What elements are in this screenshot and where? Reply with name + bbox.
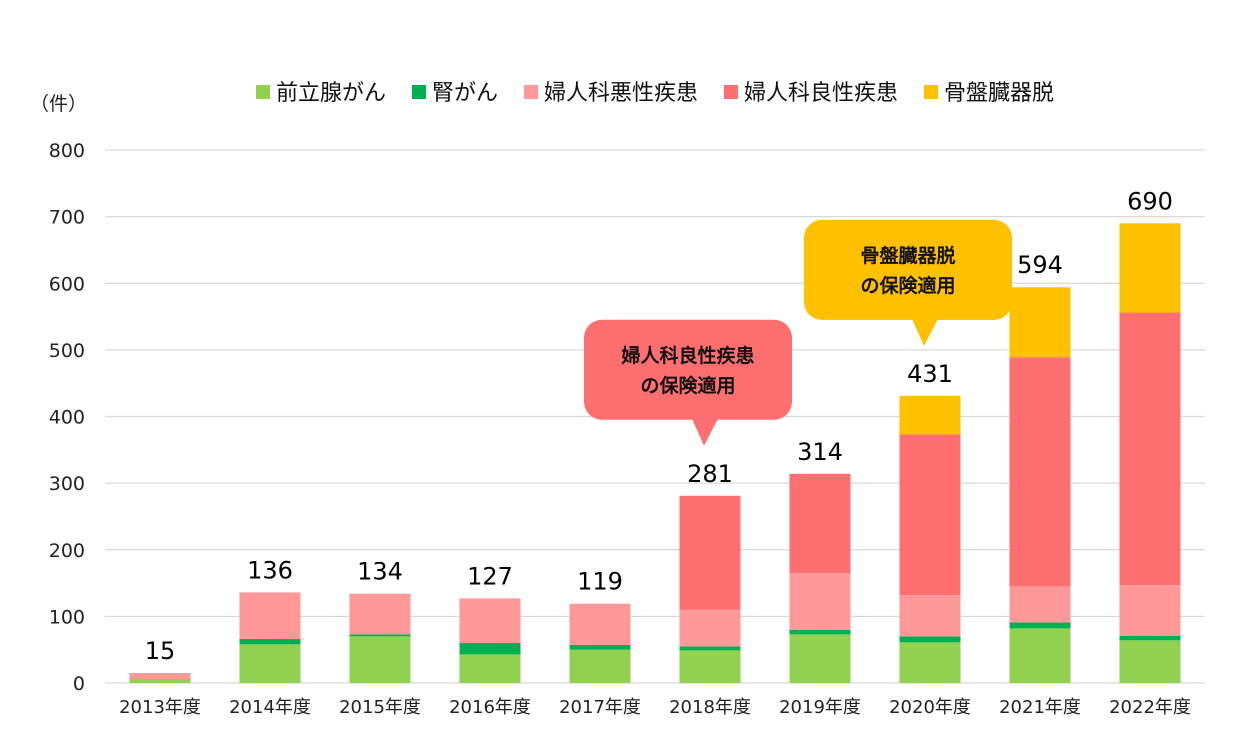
total-label-2020年度: 431: [907, 360, 953, 388]
bar-segment-2013年度-2: [129, 673, 191, 680]
y-tick-label-500: 500: [49, 340, 85, 362]
bar-segment-2022年度-1: [1119, 635, 1181, 641]
callout-box-1: [804, 219, 1012, 320]
bar-segment-2018年度-3: [679, 495, 741, 610]
bar-segment-2021年度-1: [1009, 622, 1071, 629]
bar-segment-2020年度-2: [899, 595, 961, 637]
callout-box-0: [584, 319, 792, 420]
callout-text-0-0: 婦人科良性疾患: [620, 344, 754, 367]
bar-segment-2018年度-0: [679, 650, 741, 683]
x-tick-label-2019年度: 2019年度: [779, 697, 861, 718]
bar-segment-2017年度-1: [569, 645, 631, 650]
bar-segment-2016年度-2: [459, 598, 521, 644]
bar-segment-2018年度-2: [679, 609, 741, 647]
y-axis-unit-label: （件）: [30, 93, 87, 115]
callout-text-1-1: の保険適用: [860, 274, 955, 297]
legend-swatch-2: [524, 85, 538, 99]
x-tick-label-2014年度: 2014年度: [229, 697, 311, 718]
legend-label-0: 前立腺がん: [276, 81, 386, 106]
bar-segment-2018年度-1: [679, 646, 741, 651]
total-label-2019年度: 314: [797, 438, 843, 466]
total-label-2014年度: 136: [247, 556, 293, 584]
total-label-2016年度: 127: [467, 562, 513, 590]
bar-segment-2016年度-0: [459, 654, 521, 683]
x-tick-label-2021年度: 2021年度: [999, 697, 1081, 718]
y-tick-label-400: 400: [49, 407, 85, 429]
x-tick-label-2016年度: 2016年度: [449, 697, 531, 718]
legend-label-2: 婦人科悪性疾患: [544, 81, 698, 106]
total-label-2021年度: 594: [1017, 251, 1063, 279]
bar-segment-2021年度-3: [1009, 357, 1071, 587]
total-label-2015年度: 134: [357, 558, 403, 586]
x-tick-label-2022年度: 2022年度: [1109, 697, 1191, 718]
bar-segment-2014年度-2: [239, 592, 301, 640]
legend-label-3: 婦人科良性疾患: [744, 81, 898, 106]
legend-label-1: 腎がん: [432, 81, 498, 106]
total-label-2013年度: 15: [145, 637, 176, 665]
bar-segment-2014年度-1: [239, 639, 301, 645]
bar-segment-2013年度-0: [129, 679, 191, 683]
bar-segment-2022年度-4: [1119, 223, 1181, 313]
bar-segment-2020年度-3: [899, 434, 961, 596]
x-tick-label-2017年度: 2017年度: [559, 697, 641, 718]
y-tick-label-200: 200: [49, 540, 85, 562]
total-label-2018年度: 281: [687, 460, 733, 488]
bar-segment-2022年度-0: [1119, 640, 1181, 683]
x-tick-label-2020年度: 2020年度: [889, 697, 971, 718]
y-tick-label-300: 300: [49, 473, 85, 495]
legend-swatch-4: [924, 85, 938, 99]
y-axis-ticks: 0 100 200 300 400 500 600 700 800: [49, 140, 85, 695]
bar-segment-2021年度-2: [1009, 586, 1071, 623]
y-tick-label-0: 0: [73, 673, 85, 695]
y-tick-label-800: 800: [49, 140, 85, 162]
y-tick-label-100: 100: [49, 606, 85, 628]
bar-segment-2014年度-0: [239, 644, 301, 683]
total-labels: 15 136 134 127 119 281 314 431 594 690: [145, 187, 1173, 665]
bar-segment-2015年度-0: [349, 636, 411, 683]
total-label-2017年度: 119: [577, 568, 623, 596]
callout-pointer-1: [912, 318, 938, 346]
bar-segment-2021年度-4: [1009, 287, 1071, 358]
legend-swatch-3: [724, 85, 738, 99]
legend-swatch-0: [256, 85, 270, 99]
bar-segment-2021年度-0: [1009, 628, 1071, 683]
x-axis-ticks: 2013年度 2014年度 2015年度 2016年度 2017年度 2018年度 2019…: [119, 697, 1191, 718]
legend: 前立腺がん 腎がん 婦人科悪性疾患 婦人科良性疾患 骨盤臓器脱: [256, 81, 1054, 106]
y-tick-label-600: 600: [49, 273, 85, 295]
bar-segment-2020年度-0: [899, 642, 961, 683]
bar-segment-2019年度-0: [789, 634, 851, 683]
bar-segment-2020年度-4: [899, 395, 961, 435]
x-tick-label-2018年度: 2018年度: [669, 697, 751, 718]
bar-segment-2022年度-3: [1119, 312, 1181, 586]
bar-segment-2017年度-2: [569, 603, 631, 646]
bar-segment-2019年度-1: [789, 629, 851, 635]
bar-segment-2016年度-1: [459, 643, 521, 655]
bar-segment-2017年度-0: [569, 649, 631, 683]
callout-text-1-0: 骨盤臓器脱: [860, 244, 955, 267]
total-label-2022年度: 690: [1127, 187, 1173, 215]
bar-segment-2022年度-2: [1119, 585, 1181, 636]
x-tick-label-2015年度: 2015年度: [339, 697, 421, 718]
legend-label-4: 骨盤臓器脱: [944, 81, 1054, 106]
bar-segment-2019年度-2: [789, 573, 851, 630]
bar-segment-2015年度-2: [349, 593, 411, 635]
x-tick-label-2013年度: 2013年度: [119, 697, 201, 718]
bar-segment-2015年度-1: [349, 634, 411, 637]
legend-swatch-1: [412, 85, 426, 99]
callout-text-0-1: の保険適用: [640, 374, 735, 397]
callout-pointer-0: [692, 418, 718, 446]
bars: [129, 223, 1181, 683]
y-tick-label-700: 700: [49, 207, 85, 229]
bar-segment-2019年度-3: [789, 473, 851, 574]
bar-segment-2020年度-1: [899, 636, 961, 643]
